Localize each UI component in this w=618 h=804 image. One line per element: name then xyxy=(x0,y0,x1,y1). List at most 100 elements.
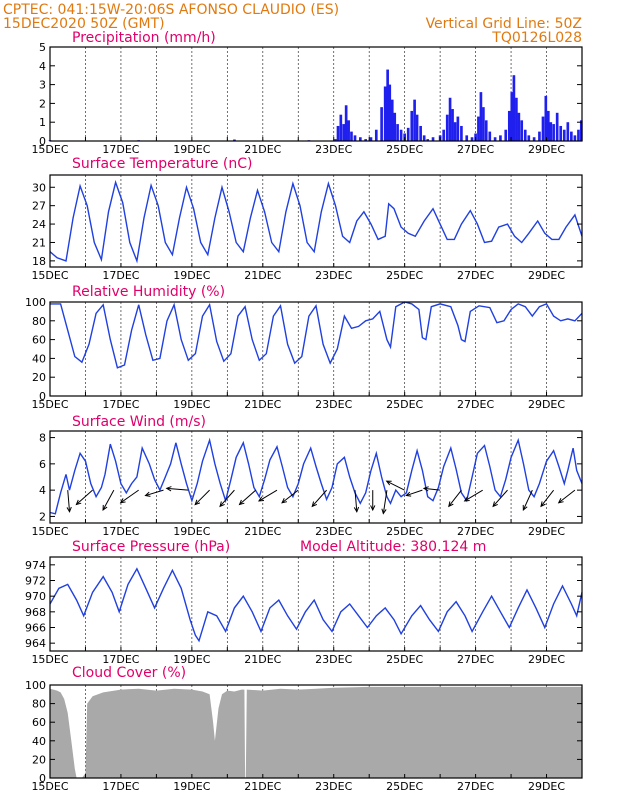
pres-xtick-label: 15DEC xyxy=(31,653,68,666)
precip-bar xyxy=(431,137,435,141)
precip-bar xyxy=(520,120,524,141)
precip-bar xyxy=(577,129,580,141)
wind-arrow xyxy=(448,489,462,507)
wind-arrow xyxy=(540,489,555,507)
precip-bar xyxy=(517,112,521,141)
wind-arrow-head xyxy=(463,496,470,502)
precip-bar xyxy=(479,92,483,141)
precip-bar xyxy=(573,135,577,141)
cloud-xtick-label: 21DEC xyxy=(244,780,281,793)
wind-xtick-label: 27DEC xyxy=(457,525,494,538)
precip-bar xyxy=(527,135,531,141)
precip-bar xyxy=(347,120,350,141)
wind-arrow-head xyxy=(102,504,108,511)
precip-bar xyxy=(393,112,397,141)
wind-arrow-head xyxy=(381,508,387,515)
rh-xtick-label: 27DEC xyxy=(457,398,494,411)
pres-title: Surface Pressure (hPa) xyxy=(72,539,230,555)
precip-bar xyxy=(579,120,583,141)
precip-bar xyxy=(406,127,410,141)
temp-ytick-label: 30 xyxy=(32,181,46,194)
rh-ytick-label: 40 xyxy=(32,352,46,365)
precip-xtick-label: 21DEC xyxy=(244,143,281,156)
precip-bar xyxy=(350,131,353,141)
precip-ytick-label: 2 xyxy=(39,97,46,110)
run-time-header: 15DEC2020 50Z (GMT) xyxy=(3,16,165,32)
pres-frame xyxy=(49,556,583,652)
cloud-xtick-label: 19DEC xyxy=(173,780,210,793)
temp-xtick-label: 29DEC xyxy=(528,269,565,282)
precip-bar xyxy=(390,99,394,141)
precip-bar xyxy=(334,139,337,141)
wind-arrow xyxy=(258,489,278,502)
precip-bar xyxy=(523,129,527,141)
rh-ytick-label: 60 xyxy=(32,334,46,347)
wind-xtick-label: 19DEC xyxy=(173,525,210,538)
wind-arrow xyxy=(166,487,189,491)
cloud-xtick-label: 29DEC xyxy=(528,780,565,793)
cloud-ytick-label: 80 xyxy=(32,698,46,711)
wind-arrow-head xyxy=(522,504,528,511)
precip-bar xyxy=(410,110,414,141)
precip-bar xyxy=(451,109,454,141)
cloud-xtick-label: 27DEC xyxy=(457,780,494,793)
wind-frame xyxy=(49,430,583,524)
wind-arrow xyxy=(120,489,139,504)
wind-arrow-head xyxy=(385,480,392,486)
model-altitude: Model Altitude: 380.124 m xyxy=(300,539,486,555)
precip-xtick-label: 17DEC xyxy=(102,143,139,156)
temp-panel: 18 21 24 27 30 15DEC 17DEC 19DEC 21DEC 23DEC 25DEC… xyxy=(31,174,583,282)
precip-xtick-label: 27DEC xyxy=(457,143,494,156)
precip-bar xyxy=(504,129,508,141)
wind-ytick-label: 6 xyxy=(39,458,46,471)
wind-arrow xyxy=(102,489,115,511)
rh-ytick-label: 20 xyxy=(32,371,46,384)
precip-bar xyxy=(465,135,469,141)
precip-xtick-label: 15DEC xyxy=(31,143,68,156)
pres-ytick-label: 972 xyxy=(25,575,46,588)
precip-bar xyxy=(339,114,343,141)
wind-arrow-head xyxy=(165,486,172,492)
pres-ytick-label: 966 xyxy=(25,622,46,635)
pres-xtick-label: 17DEC xyxy=(102,653,139,666)
temp-xtick-label: 27DEC xyxy=(457,269,494,282)
grid-note: Vertical Grid Line: 50Z xyxy=(426,16,582,32)
wind-arrow-head xyxy=(448,501,454,508)
cloud-xtick-label: 25DEC xyxy=(386,780,423,793)
station-header: CPTEC: 041:15W-20:06S AFONSO CLAUDIO (ES… xyxy=(3,2,339,18)
rh-xtick-label: 23DEC xyxy=(315,398,352,411)
rh-ytick-label: 0 xyxy=(39,390,46,403)
precip-bar xyxy=(233,139,236,141)
wind-arrow xyxy=(145,489,164,497)
wind-panel: 2 4 6 8 15DEC 17DEC 19DEC 21DEC 23DEC 25DEC 27DEC 2… xyxy=(31,430,583,538)
precip-ytick-label: 0 xyxy=(39,135,46,148)
temp-ytick-label: 18 xyxy=(32,255,46,268)
wind-arrow xyxy=(386,480,405,491)
pres-xtick-label: 19DEC xyxy=(173,653,210,666)
precip-bar xyxy=(484,120,488,141)
temp-ytick-label: 27 xyxy=(32,200,46,213)
cloud-xtick-label: 15DEC xyxy=(31,780,68,793)
precip-xtick-label: 29DEC xyxy=(528,143,565,156)
cloud-area xyxy=(50,686,582,778)
precip-bar xyxy=(470,137,474,141)
wind-arrow-head xyxy=(422,486,429,492)
cloud-ytick-label: 100 xyxy=(25,679,46,692)
wind-xtick-label: 17DEC xyxy=(102,525,139,538)
pres-xtick-label: 29DEC xyxy=(528,653,565,666)
precip-bar xyxy=(552,124,555,141)
wind-arrow xyxy=(558,489,576,504)
wind-arrow-head xyxy=(144,491,151,497)
rh-title: Relative Humidity (%) xyxy=(72,284,225,300)
wind-arrow xyxy=(464,489,483,502)
wind-arrow-head xyxy=(492,501,498,508)
wind-arrow-head xyxy=(194,499,201,506)
cloud-frame xyxy=(49,684,583,779)
temp-ytick-label: 21 xyxy=(32,236,46,249)
temp-xtick-label: 19DEC xyxy=(173,269,210,282)
wind-arrow-head xyxy=(75,499,82,506)
precip-bar xyxy=(399,129,403,141)
precip-bar xyxy=(442,129,446,141)
wind-arrow xyxy=(522,489,533,511)
